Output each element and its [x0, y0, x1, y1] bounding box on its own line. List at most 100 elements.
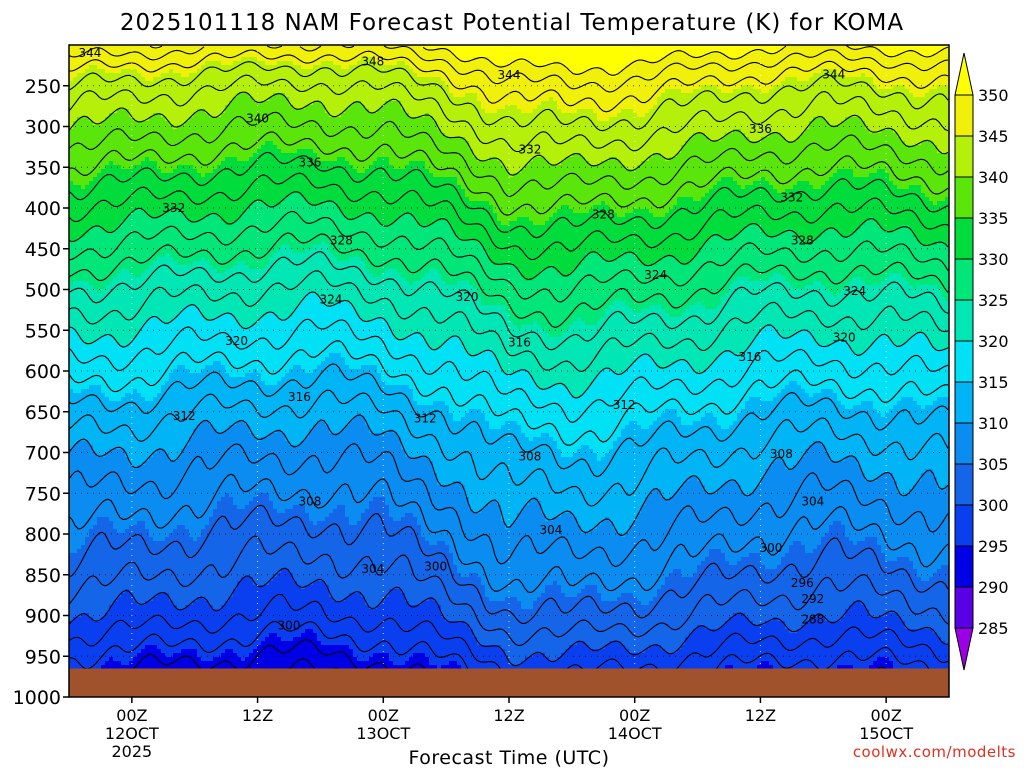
contour-fill-cell [645, 353, 650, 430]
contour-fill-cell [529, 377, 534, 442]
contour-fill-cell [605, 453, 610, 518]
contour-fill-cell [413, 73, 418, 118]
contour-fill-cell [333, 645, 338, 686]
contour-fill-cell [193, 429, 198, 542]
contour-fill-cell [209, 213, 214, 266]
contour-fill-cell [781, 621, 786, 678]
contour-fill-cell [841, 289, 846, 342]
contour-fill-cell [437, 349, 442, 402]
contour-fill-cell [285, 373, 290, 442]
contour-fill-cell [537, 157, 542, 226]
contour-fill-cell [485, 421, 490, 506]
contour-fill-cell [501, 305, 506, 374]
contour-fill-cell [313, 245, 318, 294]
contour-fill-cell [581, 157, 586, 214]
contour-fill-cell [433, 601, 438, 666]
contour-fill-cell [513, 61, 518, 106]
contour-fill-cell [345, 161, 350, 218]
contour-fill-cell [157, 541, 162, 594]
contour-fill-cell [357, 317, 362, 370]
contour-fill-cell [561, 113, 566, 162]
contour-fill-cell [589, 585, 594, 650]
contour-fill-cell [621, 429, 626, 538]
contour-fill-cell [277, 513, 282, 574]
contour-fill-cell [321, 581, 326, 646]
contour-fill-cell [137, 465, 142, 522]
contour-fill-cell [161, 593, 166, 654]
contour-fill-cell [413, 45, 418, 74]
contour-fill-cell [417, 77, 422, 118]
contour-fill-cell [845, 117, 850, 170]
contour-fill-cell [297, 253, 302, 306]
contour-fill-cell [549, 65, 554, 98]
contour-fill-cell [69, 81, 74, 130]
contour-fill-cell [345, 45, 350, 70]
contour-fill-cell [145, 213, 150, 270]
contour-fill-cell [917, 405, 922, 482]
contour-fill-cell [753, 281, 758, 338]
contour-fill-cell [357, 101, 362, 174]
contour-fill-cell [437, 77, 442, 130]
contour-fill-cell [133, 121, 138, 166]
contour-fill-cell [881, 333, 886, 418]
contour-fill-cell [473, 201, 478, 242]
contour-fill-cell [637, 209, 642, 262]
contour-fill-cell [373, 161, 378, 218]
contour-fill-cell [317, 101, 322, 162]
y-tick-label: 750 [25, 483, 61, 505]
contour-fill-cell [849, 117, 854, 170]
contour-fill-cell [373, 217, 378, 278]
contour-fill-cell [425, 541, 430, 602]
contour-fill-cell [641, 353, 646, 430]
contour-fill-cell [489, 205, 494, 262]
contour-fill-cell [389, 225, 394, 270]
contour-fill-cell [561, 65, 566, 114]
contour-fill-cell [913, 145, 918, 186]
contour-fill-cell [329, 117, 334, 162]
contour-fill-cell [165, 325, 170, 382]
contour-fill-cell [673, 53, 678, 90]
contour-fill-cell [601, 369, 606, 458]
contour-fill-cell [921, 473, 926, 582]
contour-fill-cell [693, 89, 698, 134]
contour-fill-cell [921, 629, 926, 674]
contour-fill-cell [485, 45, 490, 58]
contour-fill-cell [197, 597, 202, 658]
contour-fill-cell [601, 257, 606, 318]
contour-line-312 [69, 389, 949, 507]
contour-fill-cell [441, 49, 446, 82]
contour-label: 300 [759, 541, 782, 555]
contour-fill-cell [817, 281, 822, 346]
contour-fill-cell [937, 85, 942, 154]
contour-fill-cell [297, 45, 302, 66]
contour-fill-cell [821, 345, 826, 390]
contour-fill-cell [273, 433, 278, 510]
contour-fill-cell [813, 549, 818, 618]
contour-fill-cell [129, 393, 134, 466]
contour-fill-cell [113, 601, 118, 662]
contour-fill-cell [373, 365, 378, 434]
contour-fill-cell [801, 241, 806, 290]
colorbar-label: 305 [978, 455, 1009, 474]
contour-fill-cell [673, 205, 678, 258]
contour-fill-cell [777, 333, 782, 394]
contour-fill-cell [897, 557, 902, 618]
contour-fill-cell [501, 109, 506, 166]
contour-fill-cell [809, 77, 814, 122]
contour-fill-cell [497, 265, 502, 306]
contour-fill-cell [489, 501, 494, 602]
contour-fill-cell [177, 265, 182, 314]
contour-fill-cell [305, 201, 310, 250]
contour-fill-cell [453, 421, 458, 482]
contour-fill-cell [141, 209, 146, 274]
contour-fill-cell [625, 45, 630, 66]
contour-fill-cell [449, 413, 454, 486]
contour-fill-cell [905, 397, 910, 494]
contour-fill-cell [685, 45, 690, 54]
contour-fill-cell [901, 557, 906, 622]
contour-fill-cell [805, 181, 810, 246]
contour-fill-cell [161, 173, 166, 214]
contour-fill-cell [221, 273, 226, 314]
contour-fill-cell [689, 197, 694, 262]
contour-fill-cell [713, 185, 718, 234]
